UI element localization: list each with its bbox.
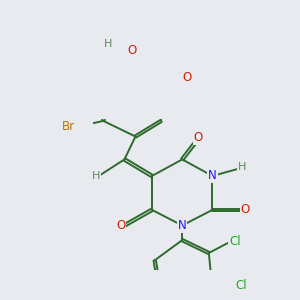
Text: N: N (208, 169, 217, 182)
Text: Cl: Cl (235, 279, 247, 292)
Text: O: O (128, 44, 137, 56)
Text: Br: Br (62, 120, 75, 133)
Text: O: O (241, 203, 250, 216)
Text: Cl: Cl (229, 235, 241, 248)
Text: O: O (183, 71, 192, 84)
Text: H: H (238, 162, 246, 172)
Text: O: O (116, 219, 125, 232)
Text: H: H (92, 171, 100, 181)
Text: H: H (104, 39, 112, 49)
Text: O: O (194, 131, 203, 144)
Text: N: N (178, 219, 187, 232)
